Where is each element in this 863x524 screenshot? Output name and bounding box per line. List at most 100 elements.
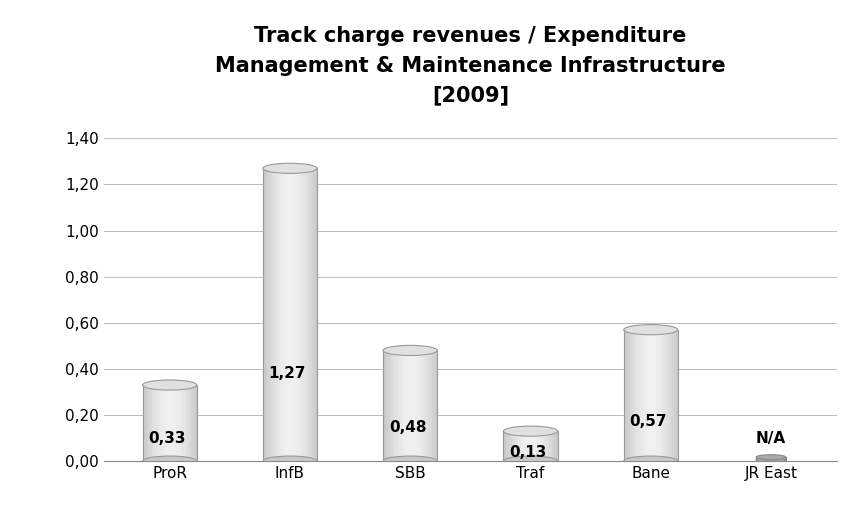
Bar [283, 168, 285, 461]
Bar [531, 431, 532, 461]
Text: 0,33: 0,33 [148, 431, 186, 446]
Bar [667, 330, 668, 461]
Bar [641, 330, 643, 461]
Bar [506, 431, 507, 461]
Bar [263, 168, 317, 461]
Bar [425, 351, 426, 461]
Bar [540, 431, 541, 461]
Bar [314, 168, 316, 461]
Bar [180, 385, 182, 461]
Ellipse shape [624, 456, 677, 466]
Bar [532, 431, 533, 461]
Bar [297, 168, 298, 461]
Bar [266, 168, 267, 461]
Bar [660, 330, 662, 461]
Bar [167, 385, 168, 461]
Bar [149, 385, 151, 461]
Bar [413, 351, 414, 461]
Bar [286, 168, 287, 461]
Bar [275, 168, 276, 461]
Bar [419, 351, 421, 461]
Bar [624, 330, 677, 461]
Bar [636, 330, 637, 461]
Bar [385, 351, 386, 461]
Bar [145, 385, 147, 461]
Bar [190, 385, 192, 461]
Bar [509, 431, 510, 461]
Bar [658, 330, 660, 461]
Bar [302, 168, 304, 461]
Text: 1,27: 1,27 [268, 366, 306, 381]
Bar [305, 168, 306, 461]
Bar [171, 385, 173, 461]
Bar [556, 431, 557, 461]
Bar [388, 351, 390, 461]
Bar [505, 431, 506, 461]
Bar [627, 330, 629, 461]
Ellipse shape [263, 163, 317, 173]
Bar [400, 351, 402, 461]
Bar [276, 168, 278, 461]
Ellipse shape [142, 380, 197, 390]
Bar [170, 385, 171, 461]
Bar [405, 351, 406, 461]
Bar [182, 385, 183, 461]
Bar [383, 351, 438, 461]
Bar [514, 431, 515, 461]
Bar [288, 168, 290, 461]
Bar [544, 431, 545, 461]
Bar [655, 330, 656, 461]
Bar [194, 385, 195, 461]
Bar [526, 431, 528, 461]
Bar [503, 431, 505, 461]
Bar [386, 351, 387, 461]
Text: 0,57: 0,57 [629, 414, 667, 429]
Ellipse shape [756, 457, 786, 463]
Bar [533, 431, 534, 461]
Bar [632, 330, 633, 461]
Bar [147, 385, 148, 461]
Bar [309, 168, 310, 461]
Bar [548, 431, 550, 461]
Bar [431, 351, 432, 461]
Bar [550, 431, 551, 461]
Bar [552, 431, 553, 461]
Bar [644, 330, 646, 461]
Ellipse shape [503, 456, 557, 466]
Bar [646, 330, 648, 461]
Bar [195, 385, 197, 461]
Bar [189, 385, 190, 461]
Bar [387, 351, 388, 461]
Bar [304, 168, 305, 461]
Bar [529, 431, 531, 461]
Bar [435, 351, 436, 461]
Bar [631, 330, 632, 461]
Bar [546, 431, 548, 461]
Bar [539, 431, 540, 461]
Bar [393, 351, 394, 461]
Bar [294, 168, 295, 461]
Bar [161, 385, 163, 461]
Bar [668, 330, 670, 461]
Bar [432, 351, 433, 461]
Bar [534, 431, 536, 461]
Bar [316, 168, 317, 461]
Bar [519, 431, 520, 461]
Bar [152, 385, 154, 461]
Bar [298, 168, 299, 461]
Ellipse shape [756, 455, 786, 460]
Bar [643, 330, 644, 461]
Bar [186, 385, 187, 461]
Bar [164, 385, 166, 461]
Bar [409, 351, 410, 461]
Bar [395, 351, 397, 461]
Bar [412, 351, 413, 461]
Bar [670, 330, 671, 461]
Bar [402, 351, 403, 461]
Text: N/A: N/A [756, 431, 786, 446]
Bar [433, 351, 435, 461]
Bar [263, 168, 264, 461]
Bar [185, 385, 186, 461]
Bar [267, 168, 268, 461]
Bar [513, 431, 514, 461]
